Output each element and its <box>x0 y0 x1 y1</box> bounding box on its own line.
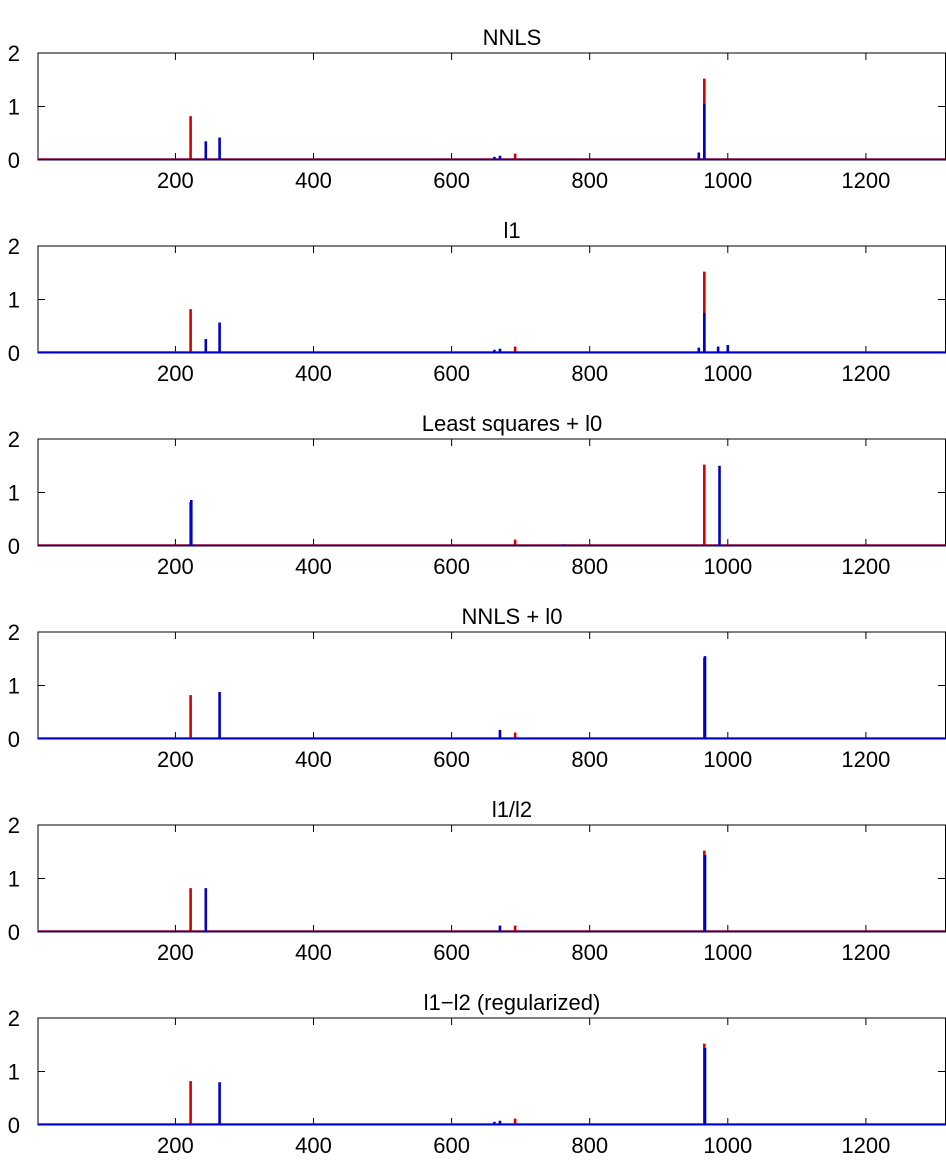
y-tick-label: 0 <box>8 341 20 366</box>
x-tick-label: 1000 <box>703 1133 752 1158</box>
x-tick-label: 400 <box>295 168 332 193</box>
x-tick-label: 1200 <box>841 940 890 965</box>
subplot-1: NNLS 200 400 600 800 1000 1200 0 1 2 <box>8 25 946 193</box>
x-tick-label: 1200 <box>841 168 890 193</box>
y-tick-label: 0 <box>8 534 20 559</box>
x-tick-label: 600 <box>433 168 470 193</box>
x-tick-label: 1200 <box>841 361 890 386</box>
x-tick-label: 600 <box>433 361 470 386</box>
subplot-title: l1 <box>503 218 520 243</box>
series-true-spikes <box>189 78 706 159</box>
subplot-title: NNLS <box>483 25 542 50</box>
plot-frame <box>37 438 946 547</box>
y-tick-label: 0 <box>8 727 20 752</box>
subplot-title: l1−l2 (regularized) <box>424 990 601 1015</box>
series-recovered-spikes <box>218 656 707 738</box>
x-tick-label: 1200 <box>841 747 890 772</box>
x-tick-label: 400 <box>295 940 332 965</box>
y-tick-label: 1 <box>8 1060 20 1085</box>
x-tick-label: 800 <box>571 747 608 772</box>
y-tick-label: 2 <box>8 427 20 452</box>
y-tick-label: 1 <box>8 288 20 313</box>
y-tick-label: 2 <box>8 41 20 66</box>
x-tick-label: 600 <box>433 747 470 772</box>
x-tick-label: 400 <box>295 747 332 772</box>
x-tick-label: 600 <box>433 554 470 579</box>
x-tick-label: 1000 <box>703 747 752 772</box>
subplot-title: NNLS + l0 <box>462 604 563 629</box>
y-tick-label: 2 <box>8 1006 20 1031</box>
x-tick-label: 800 <box>571 1133 608 1158</box>
x-tick-label: 200 <box>157 168 194 193</box>
x-tick-label: 400 <box>295 554 332 579</box>
subplot-6: l1−l2 (regularized) 200 400 600 800 1000 1200 0… <box>8 990 946 1158</box>
x-tick-label: 1200 <box>841 554 890 579</box>
y-tick-label: 1 <box>8 481 20 506</box>
plot-frame <box>37 245 946 354</box>
x-tick-label: 800 <box>571 554 608 579</box>
x-tick-label: 1000 <box>703 940 752 965</box>
y-tick-label: 0 <box>8 1113 20 1138</box>
x-tick-label: 200 <box>157 554 194 579</box>
x-tick-label: 800 <box>571 361 608 386</box>
x-tick-label: 200 <box>157 361 194 386</box>
series-recovered-spikes <box>204 854 707 931</box>
x-tick-label: 1000 <box>703 361 752 386</box>
plot-frame <box>37 1017 946 1126</box>
subplot-3: Least squares + l0 200 400 600 800 1000 1200 0 1… <box>8 411 946 579</box>
x-tick-label: 1200 <box>841 1133 890 1158</box>
x-tick-label: 200 <box>157 747 194 772</box>
x-tick-label: 600 <box>433 940 470 965</box>
y-tick-label: 2 <box>8 813 20 838</box>
series-true-spikes <box>189 271 706 352</box>
plot-frame <box>37 824 946 933</box>
x-tick-label: 1000 <box>703 168 752 193</box>
plot-frame <box>37 52 946 161</box>
series-true-spikes <box>189 464 706 545</box>
subplot-title: l1/l2 <box>492 797 532 822</box>
x-tick-label: 600 <box>433 1133 470 1158</box>
series-recovered-spikes <box>218 1047 707 1124</box>
series-recovered-spikes <box>189 465 721 545</box>
series-true-spikes <box>189 657 706 738</box>
series-true-spikes <box>189 850 706 931</box>
x-tick-label: 1000 <box>703 554 752 579</box>
subplot-2: l1 200 400 600 800 1000 1200 0 1 2 <box>8 218 946 386</box>
y-tick-label: 1 <box>8 674 20 699</box>
subplot-4: NNLS + l0 200 400 600 800 1000 1200 0 1 2 <box>8 604 946 772</box>
x-tick-label: 800 <box>571 168 608 193</box>
series-recovered-spikes <box>139 103 706 160</box>
x-tick-label: 400 <box>295 361 332 386</box>
y-tick-label: 2 <box>8 620 20 645</box>
plot-frame <box>37 631 946 740</box>
y-tick-label: 0 <box>8 148 20 173</box>
series-true-spikes <box>189 1043 706 1124</box>
x-tick-label: 200 <box>157 1133 194 1158</box>
subplot-title: Least squares + l0 <box>422 411 602 436</box>
y-tick-label: 1 <box>8 95 20 120</box>
y-tick-label: 0 <box>8 920 20 945</box>
y-tick-label: 1 <box>8 867 20 892</box>
x-tick-label: 800 <box>571 940 608 965</box>
series-recovered-spikes <box>204 312 730 352</box>
subplot-5: l1/l2 200 400 600 800 1000 1200 0 1 2 <box>8 797 946 965</box>
x-tick-label: 200 <box>157 940 194 965</box>
y-tick-label: 2 <box>8 234 20 259</box>
x-tick-label: 400 <box>295 1133 332 1158</box>
